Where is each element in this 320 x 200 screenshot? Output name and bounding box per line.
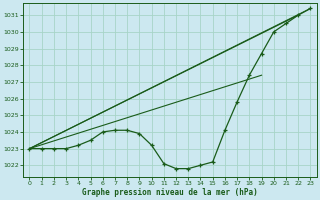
X-axis label: Graphe pression niveau de la mer (hPa): Graphe pression niveau de la mer (hPa) bbox=[82, 188, 258, 197]
